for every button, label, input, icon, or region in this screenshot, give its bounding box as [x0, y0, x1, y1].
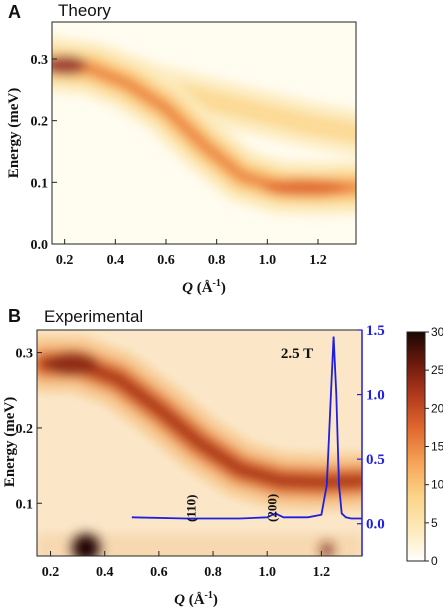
peak-label-0: (110)	[183, 495, 198, 522]
peak-label-1: (200)	[265, 494, 280, 522]
b-xtick-label-0: 0.2	[42, 565, 60, 580]
colorbar-tick-label-3: 15	[431, 440, 443, 454]
panel-b: B Experimental 0.2 0.4 0.6 0.8 1.0 1.2 0.1 0.2…	[2, 306, 443, 608]
panel-title-b: Experimental	[44, 307, 143, 326]
b-ytick-label-0: 0.1	[16, 497, 34, 512]
panel-letter-b: B	[8, 306, 21, 326]
plot-frame-a	[51, 21, 357, 245]
y-axis-b: 0.1 0.2 0.3	[16, 347, 42, 512]
band-a1-hotspot	[52, 55, 87, 76]
a-ytick-label-2: 0.2	[31, 115, 49, 130]
intensity-cut-line	[131, 336, 362, 520]
b-xtick-label-3: 0.8	[204, 565, 222, 580]
a-xtick-label-4: 1.0	[259, 253, 277, 268]
colorbar-tick-label-4: 20	[431, 401, 443, 415]
a-ytick-label-0: 0.0	[31, 238, 49, 253]
y-axis-a: 0.0 0.1 0.2 0.3	[31, 53, 57, 253]
x-axis-a: 0.2 0.4 0.6 0.8 1.0 1.2	[56, 239, 327, 268]
b-xtick-label-2: 0.6	[150, 565, 168, 580]
bright-spot-high-q	[321, 543, 333, 556]
colorbar	[406, 331, 426, 562]
elastic-region	[37, 533, 362, 556]
colorbar-tick-label-5: 25	[431, 363, 443, 377]
x-axis-b: 0.2 0.4 0.6 0.8 1.0 1.2	[42, 551, 330, 580]
b-xtick-label-5: 1.2	[313, 565, 331, 580]
bright-spots-b	[72, 534, 333, 556]
panel-letter-a: A	[8, 2, 21, 22]
a-ytick-label-3: 0.3	[31, 53, 49, 68]
a-xtick-label-2: 0.6	[157, 253, 175, 268]
heatmap-bands-b	[37, 335, 362, 556]
band-b1-hotspot	[46, 351, 99, 376]
panel-a: A Theory 0.2 0.4 0.6 0.8 1.0 1.2 0.0 0.1 0.2 0.3…	[6, 1, 357, 296]
b-xtick-label-1: 0.4	[96, 565, 114, 580]
band-a1-flat	[263, 178, 348, 197]
field-label: 2.5 T	[281, 346, 313, 362]
a-ytick-label-1: 0.1	[31, 176, 49, 191]
colorbar-tick-label-1: 5	[431, 516, 438, 530]
bright-spot-low-q	[72, 534, 100, 556]
colorbar-tick-label-6: 30	[431, 325, 443, 339]
b-ytick-label-2: 0.3	[16, 347, 34, 362]
y-axis-label-a: Energy (meV)	[6, 88, 22, 178]
b-right-tick-label-3: 1.5	[366, 323, 385, 339]
b-right-tick-label-1: 0.5	[366, 452, 385, 468]
x-axis-label-b: Q (Å-1)	[174, 590, 218, 608]
b-right-tick-label-0: 0.0	[366, 517, 385, 533]
colorbar-axis: 0 5 10 15 20 25 30	[425, 325, 443, 568]
heatmap-bands-a	[52, 36, 356, 216]
b-ytick-label-1: 0.2	[16, 422, 34, 437]
panel-title-a: Theory	[58, 1, 111, 20]
b-right-tick-label-2: 1.0	[366, 388, 385, 404]
a-xtick-label-3: 0.8	[208, 253, 226, 268]
a-xtick-label-0: 0.2	[56, 253, 74, 268]
x-axis-label-a: Q (Å-1)	[182, 278, 226, 296]
colorbar-tick-label-2: 10	[431, 478, 443, 492]
colorbar-tick-label-0: 0	[431, 554, 438, 568]
y-axis-label-b: Energy (meV)	[2, 397, 18, 487]
a-xtick-label-1: 0.4	[107, 253, 125, 268]
a-xtick-label-5: 1.2	[309, 253, 327, 268]
b-xtick-label-4: 1.0	[258, 565, 276, 580]
bragg-peak-labels: (110) (200)	[183, 494, 279, 522]
